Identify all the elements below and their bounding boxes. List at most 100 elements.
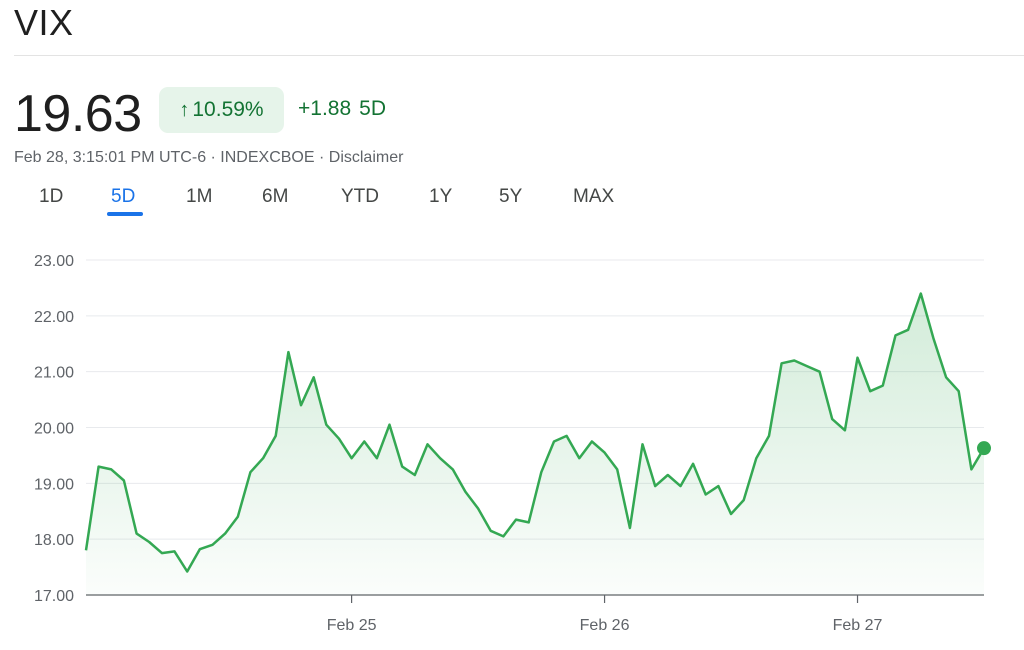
data-point (249, 471, 251, 473)
data-point (882, 385, 884, 387)
data-point (705, 494, 707, 496)
percent-change-badge: ↑ 10.59% (159, 87, 284, 133)
data-point (439, 457, 441, 459)
change-period: 5D (359, 97, 386, 120)
data-point (414, 474, 416, 476)
data-point (768, 435, 770, 437)
data-point (679, 485, 681, 487)
data-point (490, 530, 492, 532)
data-point (262, 457, 264, 459)
data-point (692, 463, 694, 465)
data-point (363, 440, 365, 442)
data-point (654, 485, 656, 487)
data-point (616, 468, 618, 470)
data-point (426, 443, 428, 445)
data-point (920, 293, 922, 295)
data-point (781, 362, 783, 364)
price-area (86, 293, 984, 595)
y-tick-label: 17.00 (34, 588, 74, 605)
x-tick-label: Feb 27 (833, 617, 883, 634)
data-point (540, 471, 542, 473)
data-point (642, 443, 644, 445)
data-point (743, 499, 745, 501)
current-price-dot (977, 441, 991, 456)
tab-1y[interactable]: 1Y (429, 186, 453, 207)
tab-5y[interactable]: 5Y (499, 186, 523, 207)
header-divider (14, 55, 1024, 56)
data-point (515, 519, 517, 521)
data-point (98, 466, 100, 468)
range-tabs: 1D 5D 1M 6M YTD 1Y 5Y MAX (0, 186, 700, 220)
data-point (857, 357, 859, 359)
tab-max[interactable]: MAX (573, 186, 615, 207)
price-chart[interactable]: 23.00 22.00 21.00 20.00 19.00 18.00 17.00 Feb … (0, 240, 1024, 650)
data-point (376, 457, 378, 459)
data-point (528, 521, 530, 523)
data-point (591, 440, 593, 442)
y-tick-label: 18.00 (34, 532, 74, 549)
data-point (186, 571, 188, 573)
tab-ytd[interactable]: YTD (341, 186, 379, 207)
data-point (338, 438, 340, 440)
data-point (755, 457, 757, 459)
data-point (894, 334, 896, 336)
tab-1m[interactable]: 1M (186, 186, 213, 207)
data-point (148, 541, 150, 543)
x-tick-label: Feb 26 (580, 617, 630, 634)
quote-metadata: Feb 28, 3:15:01 PM UTC-6 · INDEXCBOE · D… (14, 149, 404, 166)
page-title: VIX (14, 2, 74, 43)
data-point (907, 329, 909, 331)
data-point (869, 390, 871, 392)
data-point (553, 440, 555, 442)
data-point (819, 371, 821, 373)
data-point (604, 452, 606, 454)
x-tick-label: Feb 25 (327, 617, 377, 634)
data-point (806, 365, 808, 367)
data-point (945, 376, 947, 378)
data-point (464, 491, 466, 493)
data-point (932, 337, 934, 339)
data-point (287, 351, 289, 353)
data-point (85, 549, 87, 551)
data-point (136, 533, 138, 535)
data-point (844, 429, 846, 431)
data-point (958, 390, 960, 392)
data-point (477, 507, 479, 509)
data-point (793, 360, 795, 362)
data-point (717, 485, 719, 487)
data-point (578, 457, 580, 459)
data-point (110, 468, 112, 470)
percent-change-value: 10.59% (192, 98, 264, 121)
data-point (275, 435, 277, 437)
absolute-change-value: +1.88 (298, 97, 352, 120)
y-tick-label: 20.00 (34, 421, 74, 438)
data-point (730, 513, 732, 515)
data-point (325, 424, 327, 426)
arrow-up-icon: ↑ (179, 98, 190, 121)
data-point (211, 544, 213, 546)
data-point (389, 424, 391, 426)
y-tick-label: 23.00 (34, 253, 74, 270)
data-point (300, 404, 302, 406)
data-point (313, 376, 315, 378)
data-point (629, 527, 631, 529)
tab-6m[interactable]: 6M (262, 186, 289, 207)
tab-5d[interactable]: 5D (111, 186, 136, 207)
data-point (452, 468, 454, 470)
data-point (199, 548, 201, 550)
data-point (174, 550, 176, 552)
y-tick-label: 19.00 (34, 476, 74, 493)
data-point (831, 418, 833, 420)
data-point (161, 552, 163, 554)
data-point (237, 516, 239, 518)
data-point (123, 480, 125, 482)
data-point (224, 533, 226, 535)
absolute-change: +1.88 5D (298, 97, 394, 121)
price-line (84, 292, 986, 573)
y-tick-label: 21.00 (34, 365, 74, 382)
data-point (351, 457, 353, 459)
tab-1d[interactable]: 1D (39, 186, 64, 207)
current-price: 19.63 (14, 85, 142, 143)
data-point (502, 535, 504, 537)
data-point (970, 468, 972, 470)
